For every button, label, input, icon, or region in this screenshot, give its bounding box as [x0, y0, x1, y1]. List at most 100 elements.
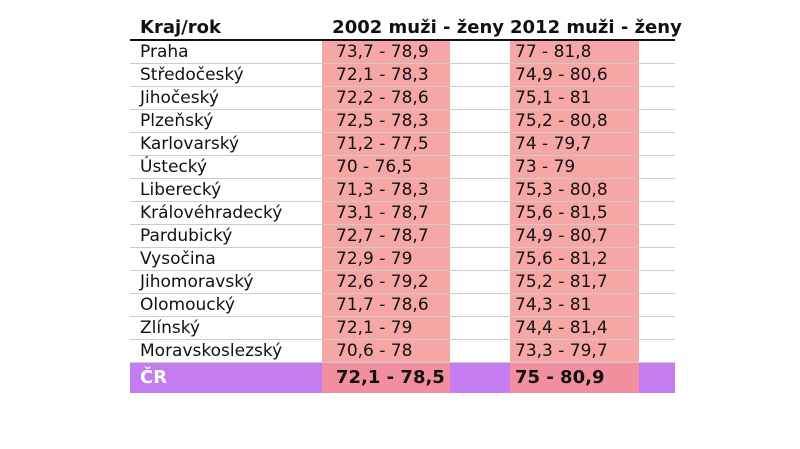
table-row: Praha 73,7 - 78,9 77 - 81,8	[130, 40, 675, 64]
life-expectancy-table-container: Kraj/rok 2002 muži - ženy 2012 muži - že…	[130, 16, 682, 393]
value-2012-cell: 77 - 81,8	[510, 40, 675, 64]
table-row: Karlovarský 71,2 - 77,5 74 - 79,7	[130, 132, 675, 156]
value-2002-cell: 71,2 - 77,5	[320, 132, 510, 156]
table-row: Zlínský 72,1 - 79 74,4 - 81,4	[130, 316, 675, 340]
value-text: 70,6 - 78	[336, 341, 413, 361]
table-row: Moravskoslezský 70,6 - 78 73,3 - 79,7	[130, 339, 675, 363]
value-text: 73 - 79	[515, 157, 576, 177]
value-text: 70 - 76,5	[336, 157, 413, 177]
value-highlight	[510, 271, 639, 293]
value-2002-cell: 70 - 76,5	[320, 155, 510, 179]
value-2002-cell: 72,1 - 78,3	[320, 63, 510, 87]
value-highlight	[510, 340, 639, 362]
value-text: 75,3 - 80,8	[515, 180, 608, 200]
region-cell: Ústecký	[130, 155, 320, 179]
value-text: 72,2 - 78,6	[336, 88, 429, 108]
region-cell: Olomoucký	[130, 293, 320, 317]
region-cell: Karlovarský	[130, 132, 320, 156]
value-text: 72,9 - 79	[336, 249, 413, 269]
value-text: 71,3 - 78,3	[336, 180, 429, 200]
table-row: Jihomoravský 72,6 - 79,2 75,2 - 81,7	[130, 270, 675, 294]
value-highlight	[322, 202, 450, 224]
value-2002-cell: 73,1 - 78,7	[320, 201, 510, 225]
value-highlight	[322, 340, 450, 362]
region-cell: Královéhradecký	[130, 201, 320, 225]
table-row: Královéhradecký 73,1 - 78,7 75,6 - 81,5	[130, 201, 675, 225]
value-2002-cell: 71,7 - 78,6	[320, 293, 510, 317]
value-2012-cell: 75,6 - 81,5	[510, 201, 675, 225]
life-expectancy-table: Kraj/rok 2002 muži - ženy 2012 muži - že…	[130, 16, 682, 393]
header-2012: 2012 muži - ženy	[510, 16, 682, 41]
value-highlight	[510, 64, 639, 86]
region-cell: Liberecký	[130, 178, 320, 202]
value-highlight	[322, 225, 450, 247]
table-row: Liberecký 71,3 - 78,3 75,3 - 80,8	[130, 178, 675, 202]
value-highlight	[322, 248, 450, 270]
region-cell: Středočeský	[130, 63, 320, 87]
value-2002-cell: 72,7 - 78,7	[320, 224, 510, 248]
value-2002-cell: 72,2 - 78,6	[320, 86, 510, 110]
value-highlight	[322, 363, 450, 393]
value-highlight	[510, 41, 639, 63]
value-highlight	[510, 294, 639, 316]
value-2012-cell: 75 - 80,9	[510, 362, 675, 393]
value-highlight	[510, 110, 639, 132]
value-text: 74 - 79,7	[515, 134, 592, 154]
value-highlight	[510, 156, 639, 178]
value-2002-cell: 72,5 - 78,3	[320, 109, 510, 133]
value-highlight	[322, 317, 450, 339]
region-cell: Moravskoslezský	[130, 339, 320, 363]
value-text: 75 - 80,9	[515, 367, 605, 388]
value-highlight	[510, 225, 639, 247]
value-2012-cell: 75,3 - 80,8	[510, 178, 675, 202]
value-2012-cell: 74,9 - 80,6	[510, 63, 675, 87]
value-2002-cell: 72,1 - 79	[320, 316, 510, 340]
value-highlight	[322, 133, 450, 155]
value-highlight	[322, 179, 450, 201]
region-cell: Zlínský	[130, 316, 320, 340]
value-highlight	[510, 87, 639, 109]
value-text: 73,7 - 78,9	[336, 42, 429, 62]
value-2002-cell: 72,1 - 78,5	[320, 362, 510, 393]
value-text: 72,1 - 78,5	[336, 367, 445, 388]
value-text: 72,1 - 79	[336, 318, 413, 338]
value-2012-cell: 75,2 - 80,8	[510, 109, 675, 133]
value-text: 72,1 - 78,3	[336, 65, 429, 85]
value-highlight	[322, 87, 450, 109]
value-highlight	[510, 363, 639, 393]
value-text: 75,6 - 81,5	[515, 203, 608, 223]
value-text: 75,1 - 81	[515, 88, 592, 108]
value-2002-cell: 71,3 - 78,3	[320, 178, 510, 202]
value-text: 73,1 - 78,7	[336, 203, 429, 223]
value-2012-cell: 75,1 - 81	[510, 86, 675, 110]
value-2012-cell: 74,3 - 81	[510, 293, 675, 317]
region-cell: Jihomoravský	[130, 270, 320, 294]
value-text: 71,2 - 77,5	[336, 134, 429, 154]
region-cell: Praha	[130, 40, 320, 64]
value-text: 71,7 - 78,6	[336, 295, 429, 315]
table-row: Středočeský 72,1 - 78,3 74,9 - 80,6	[130, 63, 675, 87]
value-2012-cell: 73,3 - 79,7	[510, 339, 675, 363]
value-text: 77 - 81,8	[515, 42, 592, 62]
region-cell: Plzeňský	[130, 109, 320, 133]
value-2012-cell: 74,4 - 81,4	[510, 316, 675, 340]
value-text: 75,6 - 81,2	[515, 249, 608, 269]
value-highlight	[510, 317, 639, 339]
table-row: Plzeňský 72,5 - 78,3 75,2 - 80,8	[130, 109, 675, 133]
value-text: 74,3 - 81	[515, 295, 592, 315]
value-highlight	[510, 179, 639, 201]
value-text: 72,5 - 78,3	[336, 111, 429, 131]
table-row: Ústecký 70 - 76,5 73 - 79	[130, 155, 675, 179]
region-cell: Vysočina	[130, 247, 320, 271]
header-2002: 2002 muži - ženy	[320, 16, 510, 41]
value-2012-cell: 73 - 79	[510, 155, 675, 179]
value-highlight	[322, 41, 450, 63]
value-2012-cell: 75,2 - 81,7	[510, 270, 675, 294]
value-highlight	[322, 156, 450, 178]
total-row: ČR 72,1 - 78,5 75 - 80,9	[130, 362, 675, 393]
region-cell: Jihočeský	[130, 86, 320, 110]
value-text: 72,6 - 79,2	[336, 272, 429, 292]
value-highlight	[322, 271, 450, 293]
table-row: Vysočina 72,9 - 79 75,6 - 81,2	[130, 247, 675, 271]
value-text: 74,4 - 81,4	[515, 318, 608, 338]
